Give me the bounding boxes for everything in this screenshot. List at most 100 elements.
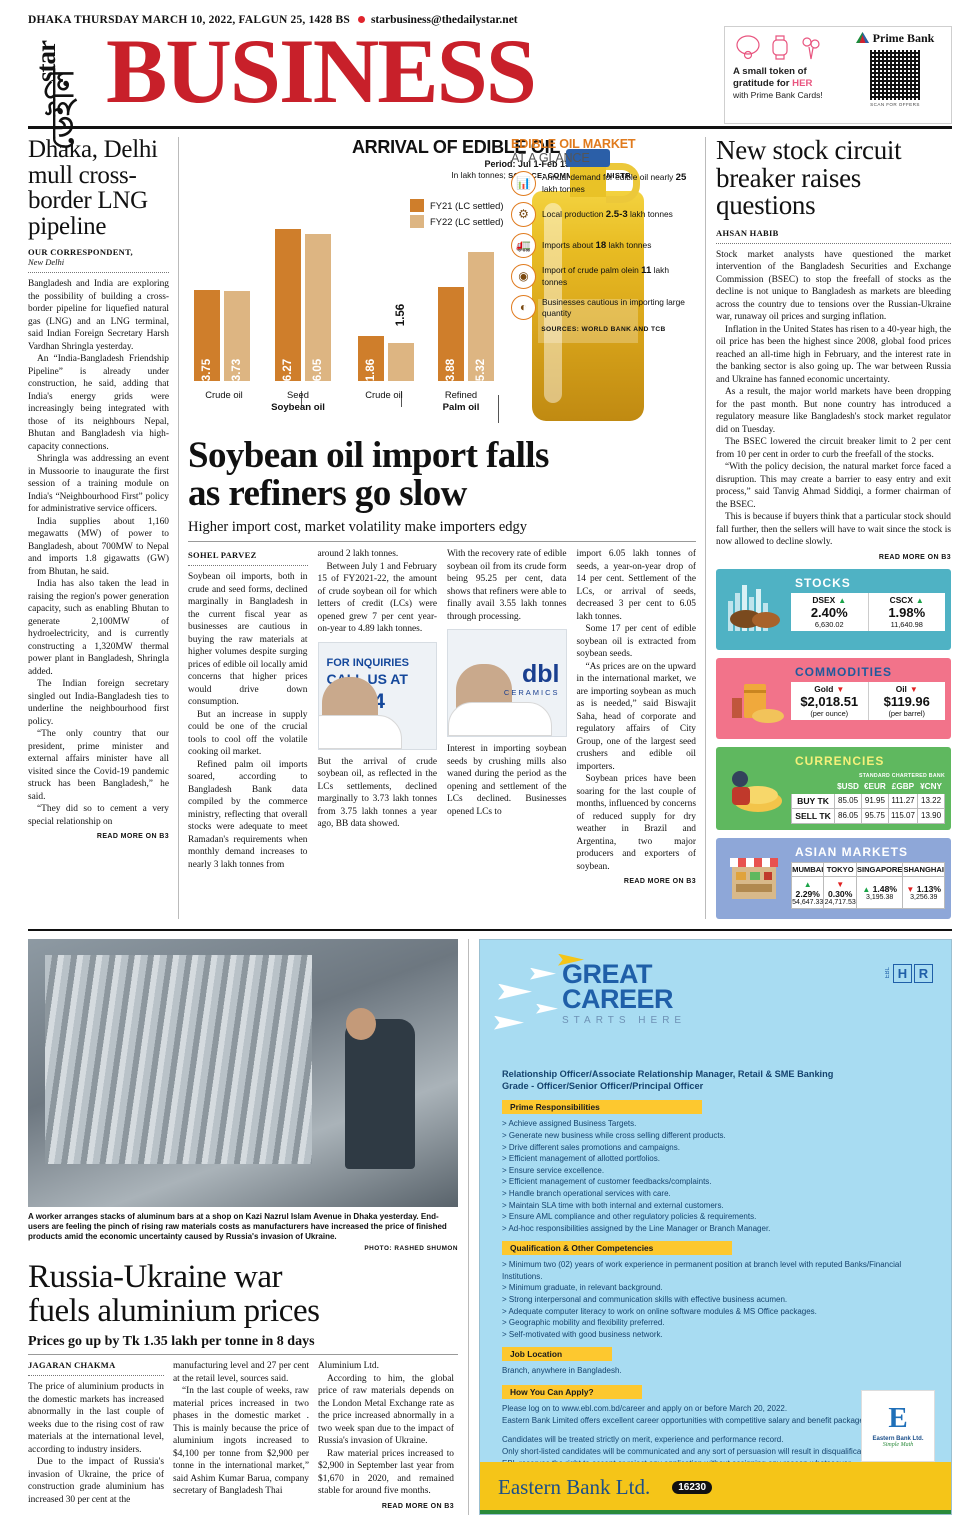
bar-value: 1.86 (365, 358, 377, 382)
glance-value: 11 (641, 265, 652, 277)
bar-value: 3.73 (231, 358, 243, 382)
bar-group-palm-crude: 1.86 1.56 (358, 304, 414, 382)
ebl-footer-accent (480, 1509, 951, 1514)
glance-value: 25 (675, 172, 687, 184)
lng-read-more[interactable]: READ MORE ON B3 (96, 833, 169, 840)
left-column: Dhaka, Delhi mull cross-border LNG pipel… (28, 137, 178, 919)
glance-text: Annual demand for edible oil nearly (542, 172, 676, 183)
glance-text-b: lakh tonnes (542, 265, 670, 288)
ebl-section-qualification: Qualification & Other Competencies (502, 1241, 732, 1256)
promo-icon-group (733, 33, 839, 61)
page-title: BUSINESS (106, 20, 537, 122)
commodities-oil-label: Oil (869, 684, 946, 694)
bar-fy22-soy-seed: 6.05 (305, 234, 331, 381)
currency-sell-usd: 86.05 (834, 807, 862, 824)
lead-headline[interactable]: Soybean oil import falls as refiners go … (188, 437, 696, 512)
chart-x-axis: Crude oil Seed Soybean oil Crude oil Ref… (188, 389, 518, 413)
stock-article-headline[interactable]: New stock circuit breaker raises questio… (716, 135, 902, 221)
dbl-ceramics-ad[interactable]: FOR INQUIRIES CALL US AT 16704 (317, 641, 437, 750)
ebl-section-apply: How You Can Apply? (502, 1385, 642, 1400)
ebl-great: GREAT (562, 958, 653, 989)
aluminium-read-more[interactable]: READ MORE ON B3 (381, 1502, 454, 1510)
top-bar: DHAKA THURSDAY MARCH 10, 2022, FALGUN 25… (28, 0, 952, 32)
currencies-widget[interactable]: CURRENCIES STANDARD CHARTERED BANK $USD … (716, 746, 951, 830)
glance-item: ◉ Import of crude palm olein 11 lakh ton… (511, 264, 696, 289)
legend-item: FY22 (LC settled) (410, 215, 503, 228)
bottom-section: A worker arranges stacks of aluminum bar… (28, 928, 952, 1515)
stock-para: “With the policy decision, the natural m… (716, 462, 951, 510)
daily-star-logo: star ডেইলি (28, 32, 100, 150)
lng-byline-location: New Delhi (28, 257, 65, 267)
lead-para: around 2 lakh tonnes. (317, 549, 399, 560)
aluminium-para: Due to the impact of Russia's invasion o… (28, 1457, 164, 1505)
currency-row-buy-label: BUY TK (790, 792, 836, 809)
ebl-career-ad[interactable]: GREAT CAREER STARTS HERE EBL H R Relatio… (479, 938, 952, 1515)
lng-para: India has also taken the lead in raising… (28, 579, 169, 677)
aluminium-col-3: Aluminium Ltd. According to him, the glo… (318, 1360, 454, 1510)
demand-chart-icon: 📊 (511, 171, 536, 196)
axis-separator (401, 391, 402, 407)
lead-read-more[interactable]: READ MORE ON B3 (623, 878, 696, 886)
ebl-hotline[interactable]: 16230 (672, 1481, 713, 1495)
asia-col-shanghai: SHANGHAI (902, 861, 945, 877)
edible-oil-infographic: ARRIVAL OF EDIBLE OIL Period: Jul 1-Feb … (188, 137, 696, 427)
table-row: ▲ 2.29% 54,647.33 ▼ 0.30% 24,717.53 ▲ 1.48… (790, 875, 945, 909)
commodities-oil-cell: Oil $119.96 (per barrel) (867, 681, 946, 720)
ebl-role-title: Relationship Officer/Associate Relations… (480, 1068, 951, 1094)
commodities-header: COMMODITIES (795, 664, 892, 679)
lng-article-byline: OUR CORRESPONDENT, New Delhi (28, 247, 169, 267)
asia-shanghai-cell: ▼ 1.13% 3,256.39 (902, 875, 945, 909)
lead-para: But the arrival of crude soybean oil, as… (317, 756, 438, 830)
currency-buy-eur: 91.95 (860, 792, 889, 809)
glance-text-b: lakh tonnes (627, 208, 673, 219)
x-label-palm-refined: Refined Palm oil (420, 389, 502, 413)
contact-email[interactable]: starbusiness@thedailystar.net (370, 14, 518, 26)
stock-para: The BSEC lowered the circuit breaker lim… (716, 437, 951, 460)
lead-body-columns: SOHEL PARVEZ Soybean oil imports, both i… (188, 548, 696, 885)
list-item: Adequate computer literacy to work on on… (502, 1306, 929, 1318)
stock-para: Stock market analysts have questioned th… (716, 249, 951, 323)
ebl-prime-list: Achieve assigned Business Targets. Gener… (480, 1118, 951, 1234)
asia-col-mumbai: MUMBAI (790, 861, 825, 877)
barrel-icon: ◉ (511, 264, 536, 289)
x-group-soybean: Soybean oil (271, 402, 325, 413)
commodities-gold-unit: (per ounce) (810, 708, 849, 718)
aluminium-headline[interactable]: Russia-Ukraine war fuels aluminium price… (28, 1260, 458, 1329)
x-label-palm-crude: Crude oil (365, 389, 403, 400)
glance-item: 📊 Annual demand for edible oil nearly 25… (511, 171, 696, 196)
chart-units-text: In lakh tonnes; (451, 170, 506, 180)
center-column: ARRIVAL OF EDIBLE OIL Period: Jul 1-Feb … (178, 137, 706, 919)
stocks-dsex-label: DSEX (791, 595, 868, 605)
aluminium-para: Aluminium Ltd. (318, 1361, 379, 1372)
axis-separator (301, 391, 302, 407)
currency-buy-gbp: 111.27 (887, 792, 919, 809)
asian-markets-widget[interactable]: ASIAN MARKETS MUMBAI TOKYO SINGAPORE SHA… (716, 837, 951, 919)
list-item: Generate new business while cross sellin… (502, 1130, 929, 1142)
ebl-career: CAREER (562, 984, 674, 1015)
necklace-icon (736, 35, 760, 60)
bar-group-palm-refined: 3.88 5.32 (438, 252, 494, 381)
stocks-widget[interactable]: STOCKS DSEX 2.40% 6,630.02 CSCX 1.98% 11… (716, 568, 951, 650)
dbl-ceramics-ad-logo[interactable]: dbl CERAMICS (447, 629, 567, 738)
market-stall-illustration (722, 843, 786, 913)
currencies-source: STANDARD CHARTERED BANK (858, 772, 945, 779)
aluminium-col-1: JAGARAN CHAKMA The price of aluminium pr… (28, 1360, 164, 1510)
aluminium-subhead: Prices go up by Tk 1.35 lakh per tonne i… (28, 1334, 458, 1356)
lead-col-4: import 6.05 lakh tonnes of seeds, a year… (577, 548, 697, 885)
asia-mumbai-cell: ▲ 2.29% 54,647.33 (790, 875, 825, 909)
publication-date: DHAKA THURSDAY MARCH 10, 2022, FALGUN 25… (28, 14, 350, 26)
aluminium-para: manufacturing level and 27 per cent at t… (173, 1361, 309, 1384)
flower-bouquet-icon (802, 37, 820, 60)
stock-read-more[interactable]: READ MORE ON B3 (878, 553, 951, 561)
qr-code-icon[interactable] (869, 49, 921, 101)
lng-article-headline[interactable]: Dhaka, Delhi mull cross-border LNG pipel… (28, 136, 158, 240)
list-item: Efficient management of customer feedbac… (502, 1176, 929, 1188)
list-item: Handle branch operational services with … (502, 1188, 929, 1200)
commodities-gold-cell: Gold $2,018.51 (per ounce) (791, 682, 868, 720)
table-row: SELL TK 86.05 95.75 115.07 13.90 (790, 807, 945, 824)
commodities-widget[interactable]: COMMODITIES Gold $2,018.51 (per ounce) O… (716, 657, 951, 739)
ad-person-torso (318, 714, 402, 749)
ebl-ad-block: GREAT CAREER STARTS HERE EBL H R Relatio… (468, 938, 952, 1515)
prime-bank-ad[interactable]: A small token of gratitude for HER with … (724, 26, 952, 124)
promo-line1: A small token of (733, 66, 807, 77)
